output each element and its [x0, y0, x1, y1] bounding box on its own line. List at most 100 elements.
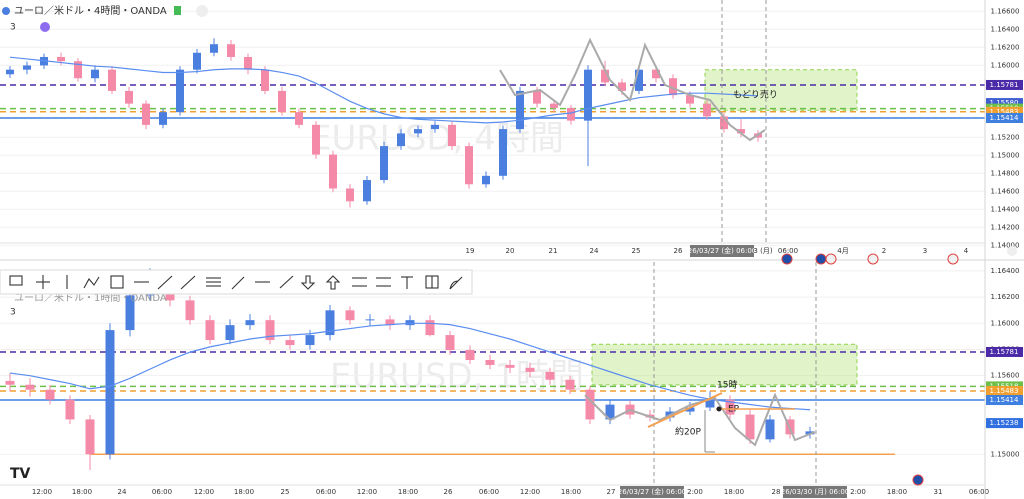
candle-body [108, 69, 116, 91]
candle-body [91, 69, 99, 79]
candle-body [505, 364, 515, 368]
candle-body [601, 69, 609, 83]
watermark: EURUSD, 1時間 [330, 357, 584, 397]
x-tick-label: 18:00 [234, 488, 254, 496]
candle-body [533, 90, 541, 104]
flag-icon [174, 6, 181, 15]
candle-body [618, 82, 626, 91]
x-tick-label: 06:00 [969, 488, 989, 496]
price-label-bg [986, 106, 1023, 117]
candle-body [720, 116, 728, 130]
candle-body [584, 69, 592, 121]
x-tick-label: 26/03/27 (金) 06:00 [618, 487, 687, 496]
y-tick-label: 1.16600 [991, 7, 1020, 15]
zone [704, 69, 858, 111]
candle-body [516, 90, 524, 130]
y-tick-label: 1.14000 [991, 241, 1020, 249]
candle-body [567, 107, 575, 121]
price-label: 1.15580 [990, 99, 1019, 107]
candle-body [448, 124, 456, 147]
candle-body [6, 69, 14, 75]
tool-arrow[interactable] [231, 276, 245, 290]
tool-extended[interactable] [279, 275, 294, 289]
price-label: 1.15414 [990, 396, 1019, 404]
candle-body [805, 431, 815, 435]
candle-body [425, 320, 435, 336]
candle-body [65, 399, 75, 420]
tool-path[interactable] [83, 276, 100, 289]
price-label-bg [986, 395, 1023, 406]
axis-menu[interactable] [1007, 246, 1017, 256]
candle-body [205, 320, 215, 341]
y-tick-label: 1.14400 [991, 205, 1020, 213]
annotation: 15時 [717, 380, 737, 391]
x-tick-label: 24 [590, 247, 599, 255]
x-tick-label: 4月 [837, 247, 848, 255]
x-tick-label: 12:00 [357, 488, 377, 496]
candle-body [346, 188, 354, 202]
candle-body [765, 419, 775, 440]
y-tick-label: 1.14200 [991, 223, 1020, 231]
tool-rect[interactable] [110, 275, 124, 289]
symbol-title[interactable]: ユーロ／米ドル・4時間・OANDA [14, 4, 167, 17]
candle-body [285, 340, 295, 346]
trend-line [647, 392, 723, 428]
x-tick-label: 18:00 [887, 488, 907, 496]
indicator-count[interactable]: 3 [10, 308, 16, 318]
candle-body [105, 330, 115, 455]
candle-body [485, 359, 495, 365]
candle-body [703, 103, 711, 117]
indicator-count[interactable]: 3 [10, 23, 16, 33]
candle-body [705, 399, 715, 408]
price-label-bg [986, 98, 1023, 109]
candle-body [74, 61, 82, 79]
x-tick-label: 31 [934, 488, 943, 496]
moving-average [9, 322, 811, 411]
x-tick-label: 3 (月) [753, 247, 772, 255]
tool-callout[interactable] [9, 275, 23, 286]
tool-brush[interactable] [449, 276, 463, 290]
candle-body [5, 380, 15, 385]
tool-down[interactable] [300, 275, 316, 290]
price-label-bg [986, 79, 1023, 90]
candle-body [227, 44, 235, 57]
y-tick-label: 1.16200 [991, 43, 1020, 51]
tool-trend[interactable] [157, 275, 173, 290]
candle-body [397, 133, 405, 147]
menu-button[interactable] [196, 5, 208, 17]
price-label: 1.15781 [990, 348, 1019, 356]
candle-body [545, 371, 555, 380]
candle-body [329, 154, 337, 189]
candle-body [605, 404, 615, 420]
candle-body [312, 124, 320, 155]
candle-body [365, 319, 375, 321]
candle-body [142, 103, 150, 125]
candle-body [185, 300, 195, 321]
price-label-bg [986, 113, 1023, 124]
candle-body [244, 56, 252, 70]
x-tick-label: 26 [674, 247, 683, 255]
price-label: 1.15414 [990, 114, 1019, 122]
y-tick-label: 1.15000 [991, 151, 1020, 159]
candle-body [465, 146, 473, 185]
x-tick-label: 28 [772, 488, 781, 496]
zone [591, 343, 858, 386]
candle-body [159, 112, 167, 125]
annotation: 約20P [675, 426, 701, 438]
indicator-icon [40, 22, 50, 32]
tool-up[interactable] [325, 275, 341, 290]
candle-body [445, 335, 455, 351]
y-tick-label: 1.16000 [991, 319, 1020, 327]
candle-body [193, 52, 201, 70]
tool-ray[interactable] [180, 275, 196, 290]
y-tick-label: 1.15200 [991, 133, 1020, 141]
candle-body [345, 310, 355, 321]
candle-body [210, 44, 218, 53]
x-tick-label: 25 [632, 247, 641, 255]
candle-body [669, 78, 677, 96]
x-tick-label: 06:00 [152, 488, 172, 496]
candle-body [465, 350, 475, 360]
y-tick-label: 1.16400 [991, 267, 1020, 275]
candle-body [686, 95, 694, 104]
